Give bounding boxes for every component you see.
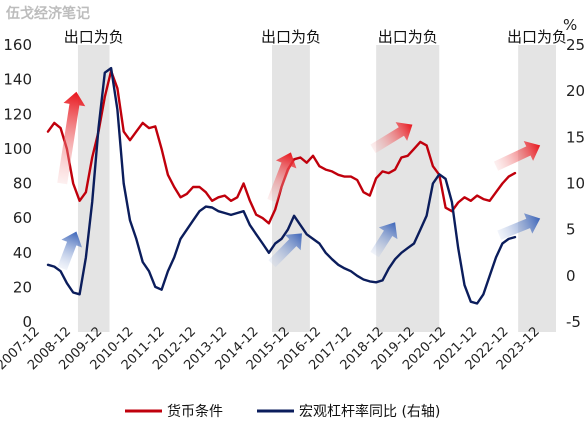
y-left-tick-2: 40 — [13, 244, 32, 262]
trend-arrow-1 — [57, 231, 82, 271]
shaded-band-2 — [376, 45, 440, 332]
y-left-tick-4: 80 — [13, 175, 32, 193]
y-right-unit-label: % — [563, 16, 577, 34]
trend-arrow-7 — [497, 213, 541, 240]
y-right-tick-4: 15 — [566, 128, 584, 146]
trend-arrow-shape-6 — [493, 140, 541, 171]
y-left-tick-5: 100 — [3, 140, 32, 158]
y-left-tick-6: 120 — [3, 105, 32, 123]
trend-arrow-shape-7 — [497, 213, 541, 240]
arrows-layer — [57, 91, 541, 271]
trend-arrow-2 — [267, 152, 297, 203]
trend-arrow-shape-1 — [57, 231, 82, 271]
series-line-1 — [46, 66, 517, 305]
trend-arrow-shape-3 — [268, 233, 302, 268]
band-labels-layer: 出口为负 出口为负 出口为负 出口为负 — [64, 28, 567, 46]
band-label-3: 出口为负 — [507, 28, 567, 46]
y-left-tick-0: 0 — [22, 313, 32, 331]
y-right-tick-3: 10 — [566, 175, 584, 193]
y-left-tick-1: 20 — [13, 278, 32, 296]
y-left-axis: 0 20 40 60 80 100 120 140 160 — [3, 36, 32, 331]
trend-arrow-0 — [57, 91, 86, 185]
band-label-0: 出口为负 — [64, 28, 124, 46]
trend-arrow-shape-5 — [370, 222, 398, 258]
trend-arrow-4 — [370, 122, 413, 154]
bands-layer — [77, 45, 556, 332]
y-right-tick-5: 20 — [566, 82, 584, 100]
trend-arrow-6 — [493, 140, 541, 171]
legend: 货币条件 宏观杠杆率同比 (右轴) — [125, 403, 440, 420]
trend-arrow-5 — [370, 222, 398, 258]
y-left-tick-7: 140 — [3, 71, 32, 89]
band-label-1: 出口为负 — [261, 28, 321, 46]
y-right-axis: -5 0 5 10 15 20 25 — [566, 36, 584, 331]
y-right-tick-1: 0 — [566, 267, 576, 285]
shaded-band-3 — [518, 45, 556, 332]
trend-arrow-3 — [268, 233, 302, 268]
trend-arrow-shape-4 — [370, 122, 413, 154]
band-label-2: 出口为负 — [378, 28, 438, 46]
legend-label-monetary: 货币条件 — [167, 403, 223, 420]
y-right-tick-2: 5 — [566, 221, 576, 239]
y-right-tick-0: -5 — [566, 313, 581, 331]
y-right-tick-6: 25 — [566, 36, 584, 54]
watermark: 伍戈经济笔记 — [5, 5, 90, 22]
y-left-tick-8: 160 — [3, 36, 32, 54]
trend-arrow-shape-2 — [267, 152, 297, 203]
legend-label-leverage: 宏观杠杆率同比 (右轴) — [299, 403, 440, 420]
trend-arrow-shape-0 — [57, 91, 86, 185]
y-left-tick-3: 60 — [13, 209, 32, 227]
